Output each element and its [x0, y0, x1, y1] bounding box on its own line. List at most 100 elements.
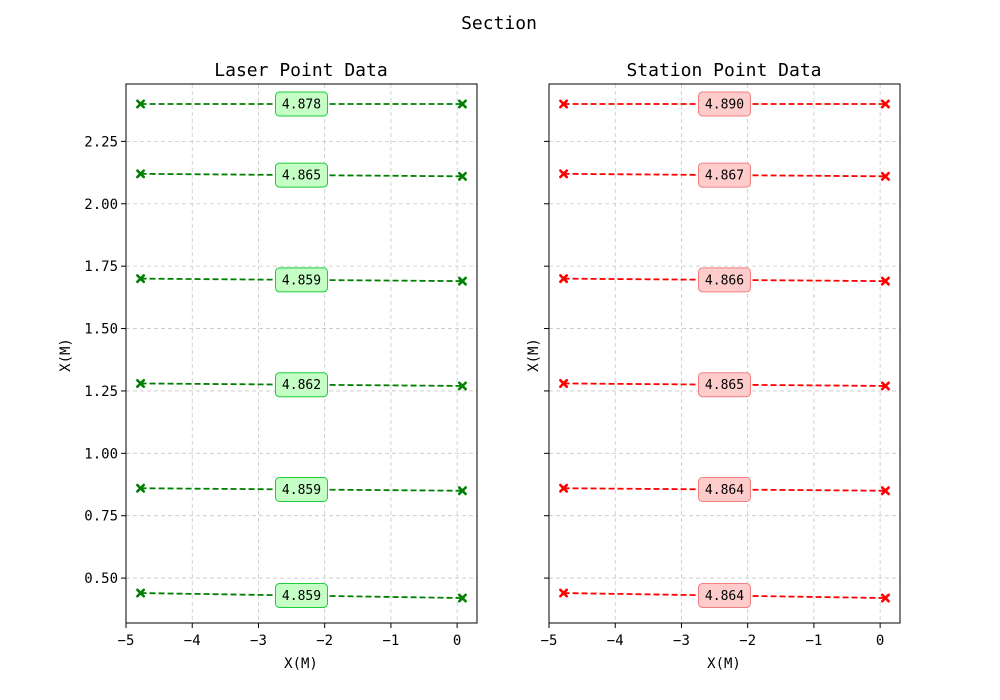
- x-marker: [880, 99, 890, 109]
- x-marker: [457, 99, 467, 109]
- data-label: 4.864: [705, 483, 744, 498]
- data-label-box: [698, 372, 751, 398]
- x-marker: [880, 381, 890, 391]
- data-label-box: [698, 162, 751, 188]
- data-label: 4.878: [282, 97, 321, 112]
- y-tick-label: 2.25: [84, 134, 118, 150]
- x-marker-stroke: [880, 276, 890, 286]
- data-label: 4.859: [282, 589, 321, 604]
- x-marker: [559, 274, 569, 284]
- series-layer: 4.864 4.864 4.865 4.866 4.867 4.890: [559, 91, 890, 609]
- x-marker: [457, 593, 467, 603]
- y-tick-label: 0.50: [84, 571, 118, 587]
- axes-title: Station Point Data: [626, 60, 821, 81]
- y-tick-label: 2.00: [84, 197, 118, 213]
- x-marker: [457, 171, 467, 181]
- data-label: 4.862: [282, 378, 321, 393]
- x-marker-stroke: [880, 486, 890, 496]
- data-label: 4.864: [705, 589, 744, 604]
- x-marker: [559, 588, 569, 598]
- x-tick-label: −3: [673, 633, 690, 649]
- data-label-box: [275, 91, 328, 117]
- x-marker-stroke: [457, 593, 467, 603]
- x-marker: [136, 378, 146, 388]
- x-marker-stroke: [457, 276, 467, 286]
- x-marker-stroke: [880, 593, 890, 603]
- figure-title: Section: [461, 13, 537, 34]
- x-tick-label: 0: [876, 633, 884, 649]
- series-layer: 4.859 4.859 4.862 4.859 4.865 4.878: [136, 91, 467, 609]
- x-marker: [136, 588, 146, 598]
- data-label-box: [698, 476, 751, 502]
- x-marker: [880, 593, 890, 603]
- x-marker-stroke: [457, 486, 467, 496]
- data-label: 4.859: [282, 483, 321, 498]
- x-marker: [880, 171, 890, 181]
- plot-frame: [125, 83, 478, 624]
- x-marker-stroke: [136, 169, 146, 179]
- data-label-box: [275, 583, 328, 609]
- x-marker: [457, 276, 467, 286]
- y-axis-label: X(M): [526, 338, 542, 372]
- data-label-box: [698, 583, 751, 609]
- data-label: 4.867: [705, 169, 744, 184]
- x-tick-label: −5: [541, 633, 558, 649]
- x-marker-stroke: [880, 171, 890, 181]
- data-label-box: [275, 162, 328, 188]
- x-marker-stroke: [559, 483, 569, 493]
- x-tick-label: −1: [805, 633, 822, 649]
- plot-frame: [548, 83, 901, 624]
- ticks: −5 −4 −3 −2 −1 0: [541, 140, 884, 649]
- x-marker-stroke: [136, 588, 146, 598]
- x-marker: [136, 483, 146, 493]
- x-axis-label: X(M): [284, 656, 318, 672]
- x-marker-stroke: [880, 381, 890, 391]
- y-tick-label: 1.00: [84, 446, 118, 462]
- grid: [548, 84, 900, 623]
- x-marker: [457, 381, 467, 391]
- x-tick-label: −3: [250, 633, 267, 649]
- x-tick-label: −1: [382, 633, 399, 649]
- data-label-box: [698, 267, 751, 293]
- data-label: 4.865: [282, 169, 321, 184]
- y-tick-label: 1.25: [84, 384, 118, 400]
- x-axis-label: X(M): [707, 656, 741, 672]
- data-label-box: [275, 267, 328, 293]
- x-marker-stroke: [880, 99, 890, 109]
- x-marker: [559, 99, 569, 109]
- x-tick-label: −2: [316, 633, 333, 649]
- data-label: 4.865: [705, 378, 744, 393]
- x-marker-stroke: [457, 99, 467, 109]
- y-tick-label: 1.75: [84, 259, 118, 275]
- x-marker: [559, 483, 569, 493]
- x-marker: [136, 169, 146, 179]
- x-marker: [457, 486, 467, 496]
- x-marker: [559, 169, 569, 179]
- data-label: 4.890: [705, 97, 744, 112]
- x-marker-stroke: [559, 378, 569, 388]
- x-marker-stroke: [559, 274, 569, 284]
- x-marker: [559, 378, 569, 388]
- x-marker-stroke: [136, 378, 146, 388]
- data-label: 4.866: [705, 273, 744, 288]
- data-label: 4.859: [282, 273, 321, 288]
- x-marker-stroke: [457, 381, 467, 391]
- x-marker: [880, 486, 890, 496]
- x-tick-label: −4: [184, 633, 201, 649]
- ticks: −5 −4 −3 −2 −1 0 0.50 0.75 1.00 1.25 1.50 1.75 2.00 2…: [84, 134, 461, 649]
- x-marker-stroke: [136, 99, 146, 109]
- axes-title: Laser Point Data: [214, 60, 387, 81]
- y-tick-label: 0.75: [84, 509, 118, 525]
- y-tick-label: 1.50: [84, 322, 118, 338]
- x-marker-stroke: [136, 274, 146, 284]
- x-tick-label: −5: [118, 633, 135, 649]
- x-tick-label: −4: [607, 633, 624, 649]
- x-tick-label: 0: [453, 633, 461, 649]
- data-label-box: [275, 372, 328, 398]
- x-marker: [136, 274, 146, 284]
- x-marker: [136, 99, 146, 109]
- data-label-box: [275, 476, 328, 502]
